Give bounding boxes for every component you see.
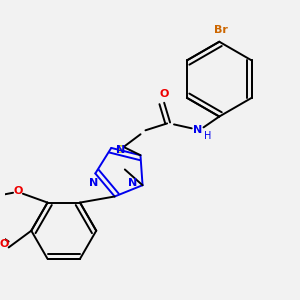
Text: Br: Br	[214, 25, 228, 35]
Text: O: O	[160, 89, 169, 99]
Text: N: N	[193, 125, 202, 135]
Text: N: N	[128, 178, 137, 188]
Text: O: O	[13, 186, 23, 196]
Text: S: S	[115, 145, 123, 155]
Text: N: N	[89, 178, 98, 188]
Text: H: H	[204, 131, 211, 141]
Text: N: N	[116, 145, 126, 155]
Text: O: O	[0, 239, 8, 250]
